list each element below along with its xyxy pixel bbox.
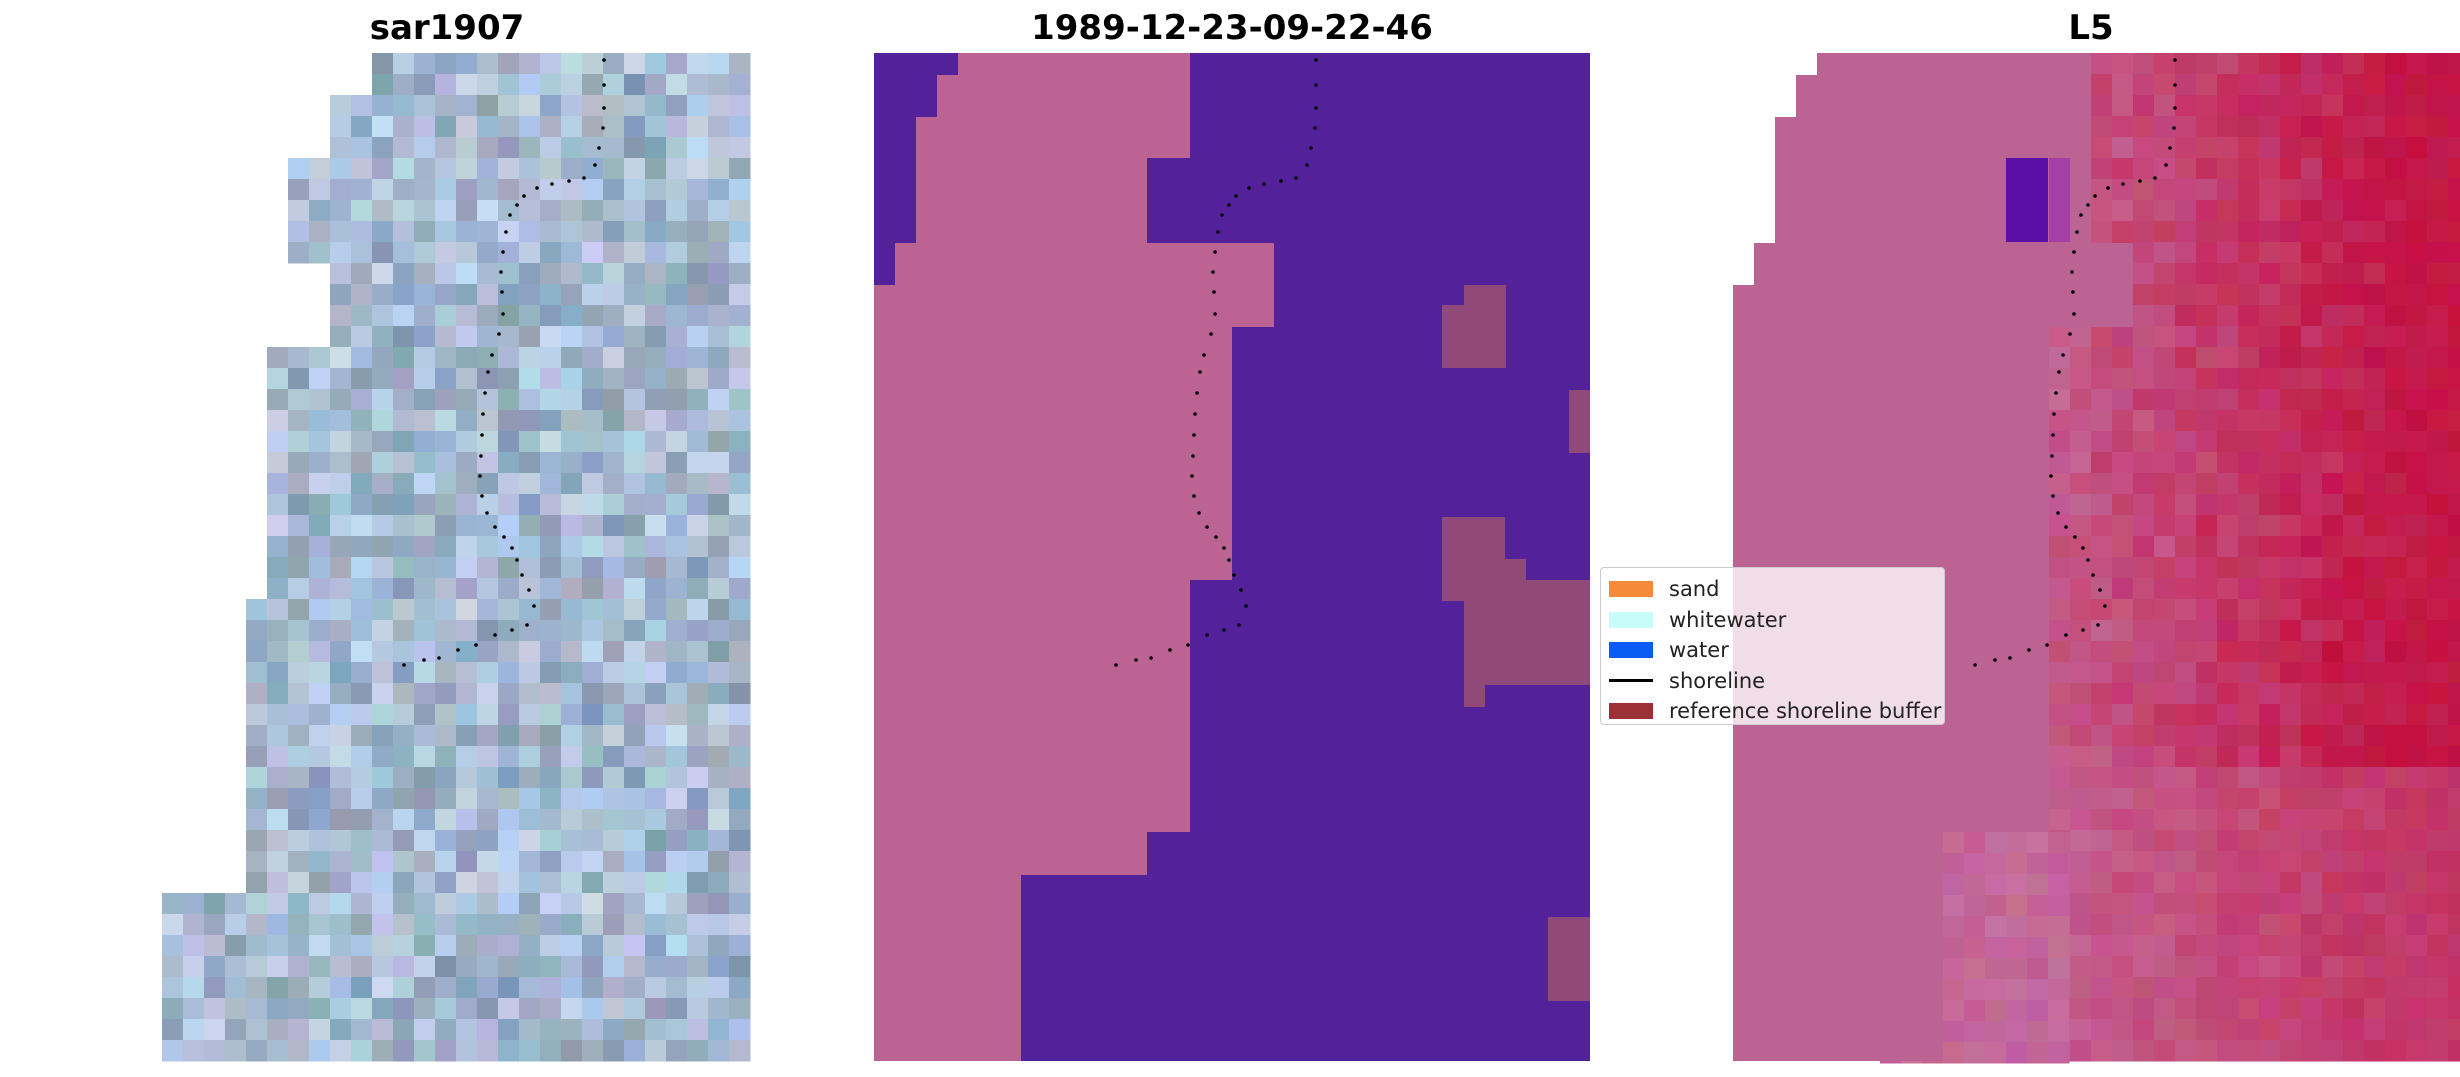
class-raster — [874, 53, 1590, 1061]
panel-title-index: L5 — [2068, 8, 2114, 48]
legend: sand whitewater water shoreline referenc… — [1600, 567, 1945, 725]
panel-title-classified: 1989-12-23-09-22-46 — [1031, 8, 1433, 48]
shoreline-dots — [402, 58, 606, 667]
shoreline-line-swatch — [1609, 679, 1653, 683]
sand-swatch — [1609, 581, 1653, 598]
rgb-mosaic — [162, 53, 751, 1062]
reference-buffer-swatch — [1609, 703, 1653, 720]
panel-title-rgb: sar1907 — [369, 8, 525, 48]
shoreline-dots — [1114, 58, 1318, 667]
legend-item-whitewater: whitewater — [1609, 605, 1936, 636]
legend-label-shoreline: shoreline — [1669, 668, 1766, 693]
whitewater-swatch — [1609, 611, 1653, 628]
legend-label-water: water — [1669, 638, 1729, 663]
legend-label-sand: sand — [1669, 577, 1720, 602]
legend-item-shoreline: shoreline — [1609, 666, 1936, 697]
legend-item-water: water — [1609, 635, 1936, 666]
shoreline-dots — [1973, 58, 2177, 667]
legend-label-reference-buffer: reference shoreline buffer — [1669, 699, 1942, 724]
legend-item-reference-buffer: reference shoreline buffer — [1609, 696, 1941, 727]
legend-label-whitewater: whitewater — [1669, 607, 1787, 632]
legend-item-sand: sand — [1609, 574, 1936, 605]
index-raster — [1733, 53, 2460, 1064]
water-swatch — [1609, 642, 1653, 659]
